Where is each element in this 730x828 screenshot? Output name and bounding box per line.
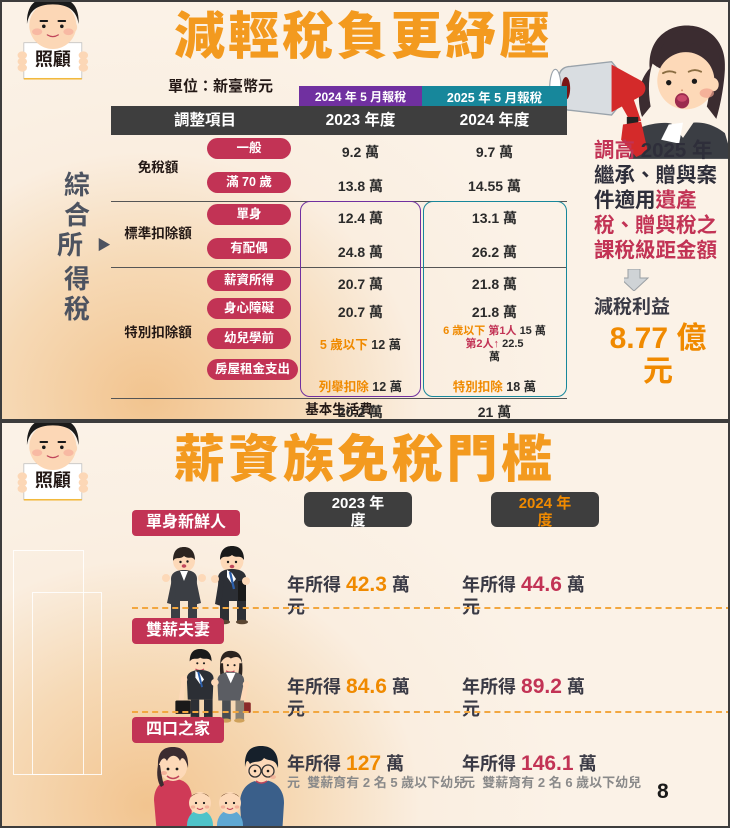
- svg-text:照顧: 照顧: [35, 49, 71, 69]
- svg-text:照顧: 照顧: [35, 470, 71, 490]
